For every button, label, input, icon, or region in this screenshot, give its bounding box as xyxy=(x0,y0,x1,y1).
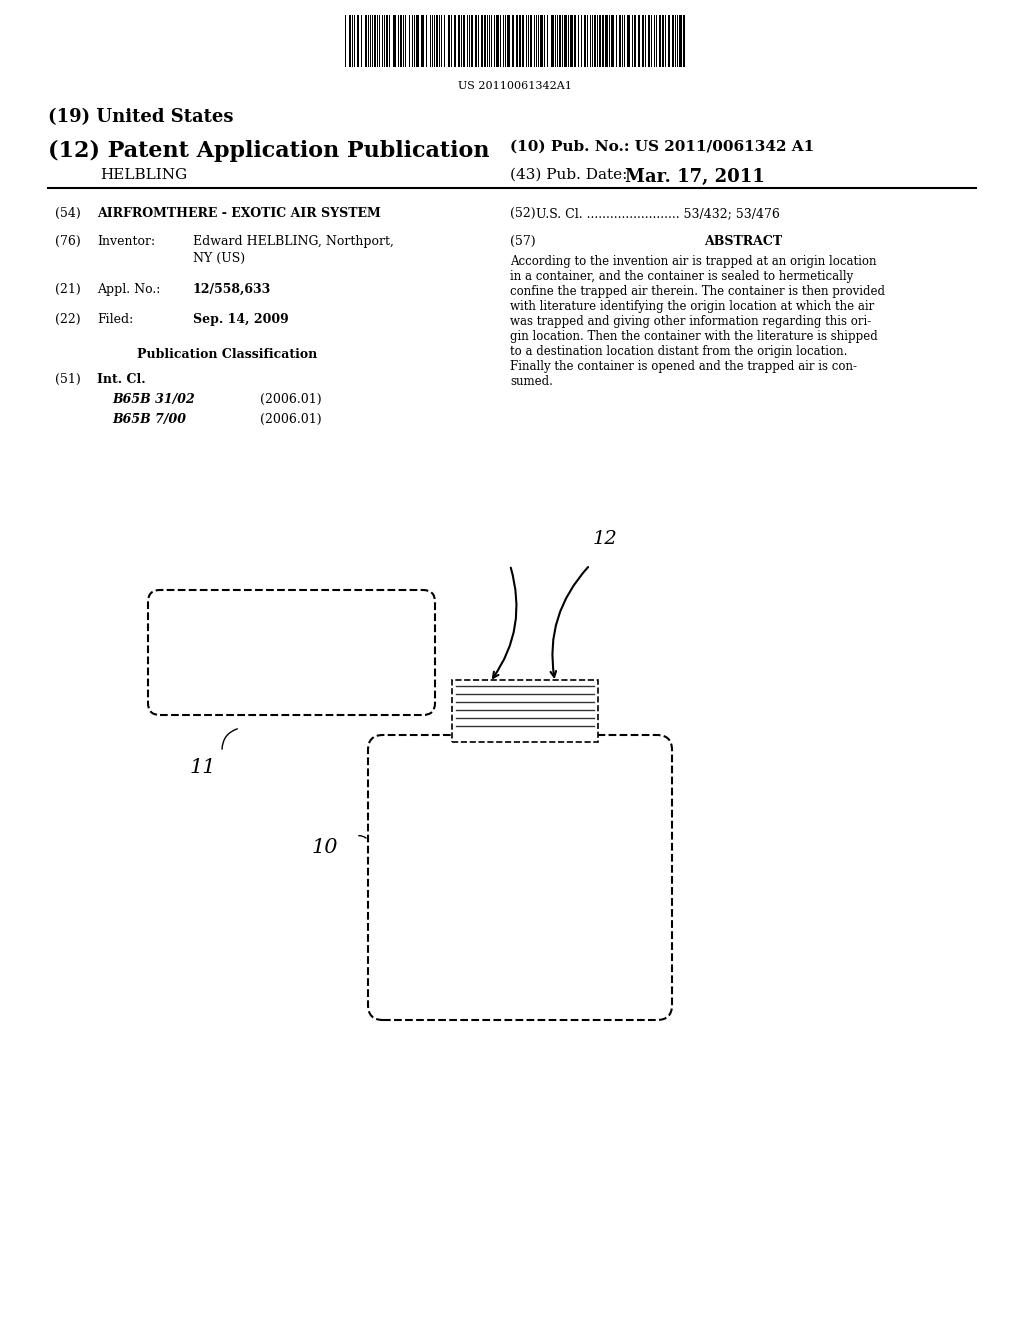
Bar xyxy=(357,15,359,67)
Text: to a destination location distant from the origin location.: to a destination location distant from t… xyxy=(510,345,848,358)
Text: NY (US): NY (US) xyxy=(193,252,245,265)
Text: was trapped and giving other information regarding this ori-: was trapped and giving other information… xyxy=(510,315,871,327)
Bar xyxy=(599,15,601,67)
Bar xyxy=(421,15,424,67)
Text: HELBLING: HELBLING xyxy=(100,168,187,182)
Text: in a container, and the container is sealed to hermetically: in a container, and the container is sea… xyxy=(510,271,853,282)
Text: (76): (76) xyxy=(55,235,81,248)
Bar xyxy=(662,15,664,67)
Bar xyxy=(519,15,521,67)
Bar xyxy=(642,15,644,67)
Text: (51): (51) xyxy=(55,374,81,385)
Bar xyxy=(522,15,524,67)
Text: sumed.: sumed. xyxy=(510,375,553,388)
Bar xyxy=(463,15,465,67)
Bar xyxy=(659,15,662,67)
Text: 10: 10 xyxy=(312,838,339,857)
Bar xyxy=(496,15,499,67)
Text: Int. Cl.: Int. Cl. xyxy=(97,374,145,385)
Bar xyxy=(449,15,450,67)
Bar xyxy=(634,15,636,67)
Bar xyxy=(611,15,614,67)
Text: Appl. No.:: Appl. No.: xyxy=(97,282,161,296)
Bar xyxy=(400,15,402,67)
Bar xyxy=(436,15,438,67)
Bar xyxy=(349,15,351,67)
Bar xyxy=(551,15,554,67)
Text: ABSTRACT: ABSTRACT xyxy=(703,235,782,248)
Bar xyxy=(602,15,604,67)
Bar xyxy=(416,15,419,67)
Bar xyxy=(638,15,640,67)
Text: confine the trapped air therein. The container is then provided: confine the trapped air therein. The con… xyxy=(510,285,885,298)
Text: According to the invention air is trapped at an origin location: According to the invention air is trappe… xyxy=(510,255,877,268)
Bar xyxy=(559,15,561,67)
Bar xyxy=(627,15,630,67)
Text: 12/558,633: 12/558,633 xyxy=(193,282,271,296)
Text: AIRFROMTHERE - EXOTIC AIR SYSTEM: AIRFROMTHERE - EXOTIC AIR SYSTEM xyxy=(97,207,381,220)
Bar xyxy=(365,15,367,67)
Text: gin location. Then the container with the literature is shipped: gin location. Then the container with th… xyxy=(510,330,878,343)
Bar xyxy=(605,15,608,67)
Bar xyxy=(512,15,514,67)
Bar xyxy=(570,15,573,67)
Bar xyxy=(516,15,518,67)
Bar xyxy=(374,15,376,67)
Bar xyxy=(452,680,598,742)
FancyBboxPatch shape xyxy=(368,735,672,1020)
Bar xyxy=(507,15,510,67)
Bar xyxy=(458,15,460,67)
Text: (54): (54) xyxy=(55,207,81,220)
Bar xyxy=(594,15,596,67)
Text: (57): (57) xyxy=(510,235,536,248)
Text: (21): (21) xyxy=(55,282,81,296)
Bar xyxy=(683,15,685,67)
Bar xyxy=(471,15,473,67)
Bar xyxy=(672,15,674,67)
Text: (2006.01): (2006.01) xyxy=(260,393,322,407)
Bar xyxy=(574,15,575,67)
Text: 12: 12 xyxy=(593,531,617,548)
Text: Inventor:: Inventor: xyxy=(97,235,155,248)
Bar xyxy=(454,15,456,67)
Bar xyxy=(564,15,567,67)
Bar xyxy=(618,15,621,67)
Text: Mar. 17, 2011: Mar. 17, 2011 xyxy=(625,168,765,186)
Text: Edward HELBLING, Northport,: Edward HELBLING, Northport, xyxy=(193,235,394,248)
Text: 11: 11 xyxy=(190,758,216,777)
Bar xyxy=(648,15,650,67)
Text: (22): (22) xyxy=(55,313,81,326)
Text: (52): (52) xyxy=(510,207,536,220)
Text: U.S. Cl. ........................ 53/432; 53/476: U.S. Cl. ........................ 53/432… xyxy=(536,207,780,220)
Text: (12) Patent Application Publication: (12) Patent Application Publication xyxy=(48,140,489,162)
Bar xyxy=(668,15,670,67)
Text: Finally the container is opened and the trapped air is con-: Finally the container is opened and the … xyxy=(510,360,857,374)
Text: (43) Pub. Date:: (43) Pub. Date: xyxy=(510,168,628,182)
Text: Filed:: Filed: xyxy=(97,313,133,326)
Bar xyxy=(530,15,532,67)
Text: Publication Classification: Publication Classification xyxy=(137,348,317,360)
Bar xyxy=(679,15,682,67)
Bar xyxy=(481,15,483,67)
Bar xyxy=(540,15,543,67)
Text: US 20110061342A1: US 20110061342A1 xyxy=(458,81,572,91)
Text: (10) Pub. No.: US 2011/0061342 A1: (10) Pub. No.: US 2011/0061342 A1 xyxy=(510,140,814,154)
Bar xyxy=(475,15,477,67)
Text: with literature identifying the origin location at which the air: with literature identifying the origin l… xyxy=(510,300,874,313)
Text: (19) United States: (19) United States xyxy=(48,108,233,125)
Bar xyxy=(386,15,388,67)
Bar xyxy=(584,15,586,67)
Text: B65B 31/02: B65B 31/02 xyxy=(112,393,195,407)
Bar xyxy=(393,15,396,67)
Text: Sep. 14, 2009: Sep. 14, 2009 xyxy=(193,313,289,326)
FancyBboxPatch shape xyxy=(148,590,435,715)
Text: B65B 7/00: B65B 7/00 xyxy=(112,413,186,426)
Text: (2006.01): (2006.01) xyxy=(260,413,322,426)
Bar xyxy=(484,15,486,67)
